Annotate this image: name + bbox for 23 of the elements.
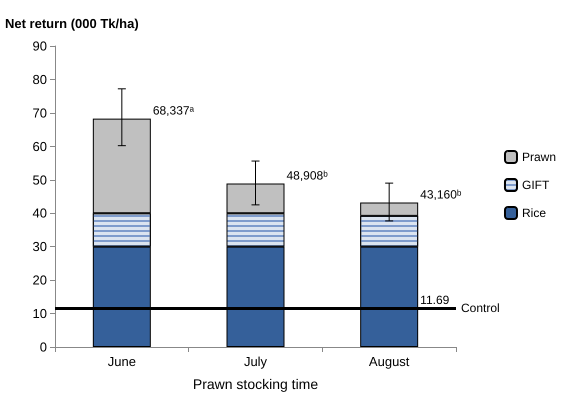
y-tick-label: 70 — [32, 105, 47, 120]
legend-label: Rice — [522, 206, 546, 220]
annotation: 48,908ᵇ — [286, 168, 328, 182]
y-tick-label: 50 — [32, 172, 47, 188]
x-tick-label: June — [108, 354, 136, 369]
x-tick-label: August — [368, 354, 410, 369]
y-tick-label: 0 — [40, 340, 47, 354]
y-tick-label: 80 — [32, 72, 47, 87]
legend-label: Prawn — [522, 150, 556, 164]
x-tick-label: July — [244, 354, 268, 369]
y-tick-label: 60 — [32, 138, 47, 154]
y-tick-label: 20 — [32, 272, 47, 288]
y-tick-label: 30 — [32, 239, 47, 254]
annotation: 11.69 — [420, 292, 450, 307]
annotation: 43,160ᵇ — [420, 188, 462, 202]
ref-line-label: Control — [461, 300, 500, 315]
y-tick-label: 40 — [32, 206, 47, 221]
legend-label: GIFT — [522, 178, 550, 192]
annotation: 68,337ᵃ — [152, 104, 195, 118]
y-tick-label: 10 — [32, 306, 47, 322]
x-axis-title: Prawn stocking time — [192, 376, 318, 392]
y-tick-label: 90 — [32, 38, 47, 54]
y-axis-title: Net return (000 Tk/ha) — [5, 16, 139, 31]
